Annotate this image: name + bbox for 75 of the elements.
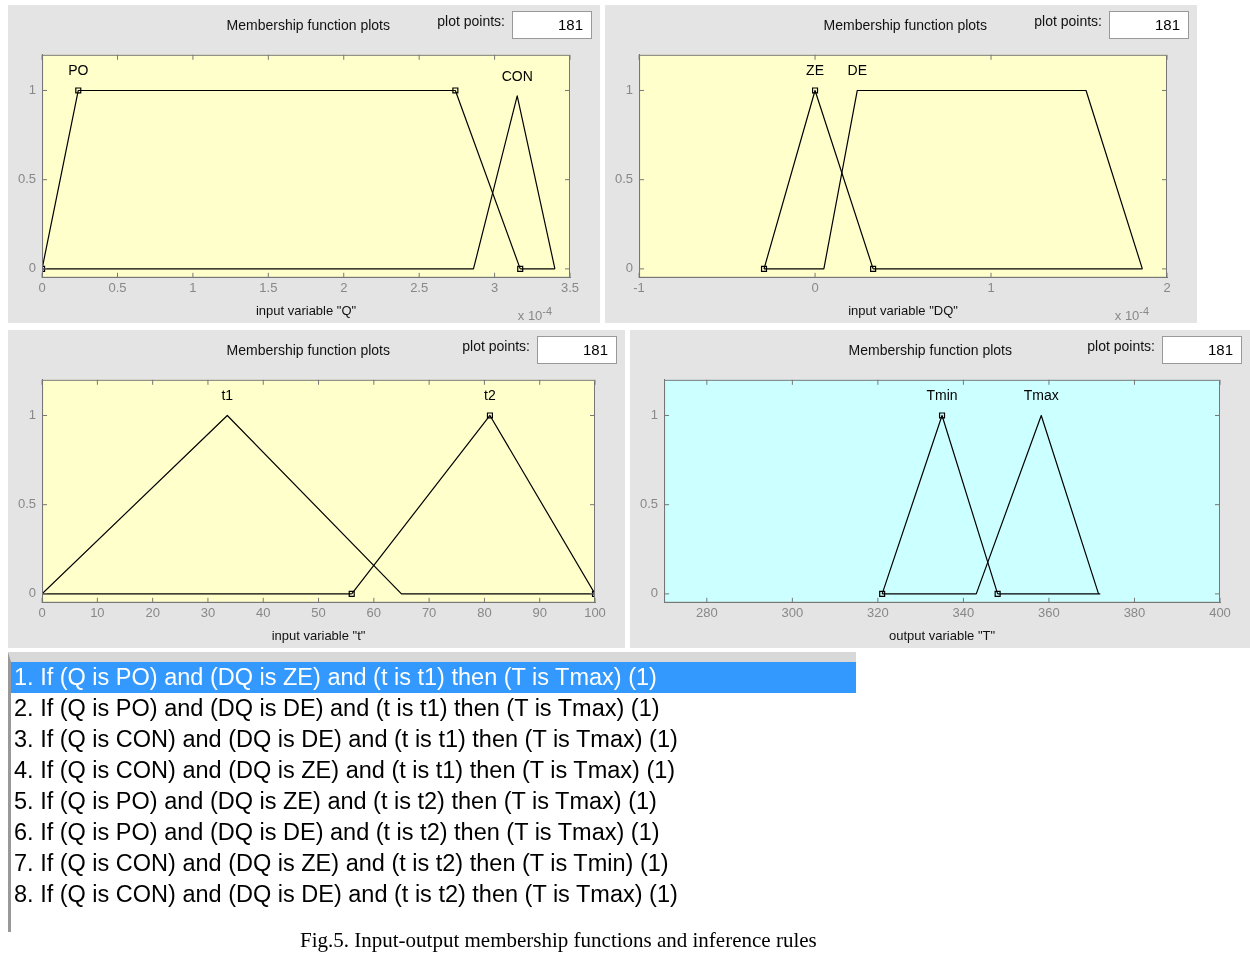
x-tick-label: 30: [200, 605, 216, 621]
text: x 10$^{-4}$: [517, 304, 552, 323]
x-tick-label: 100: [584, 605, 606, 621]
y-tick-label: 1: [625, 82, 634, 98]
x-tick-label: 340: [952, 605, 975, 621]
chart-title: Membership function plots: [226, 17, 390, 33]
series-label: ZE: [806, 62, 824, 79]
x-tick-label: 320: [867, 605, 889, 621]
x-tick-label: 280: [695, 605, 718, 621]
text: 4. If (Q is CON) and (DQ is ZE) and (t is t1) then (T is Tmax) (1): [13, 756, 677, 785]
x-tick-label: 20: [145, 605, 160, 621]
y-tick-label: 0.5: [614, 171, 634, 187]
y-tick-label: 1: [28, 82, 37, 98]
text: plot points:: [1087, 338, 1155, 354]
x-tick-label: 2.5: [410, 280, 429, 296]
x-axis-title: input variable "t": [271, 627, 366, 643]
chart-title: Membership function plots: [823, 17, 987, 33]
text: 181: [537, 336, 617, 364]
y-tick-label: 1: [650, 407, 659, 423]
y-tick-label: 0: [625, 260, 634, 276]
y-tick-label: 0.5: [639, 496, 659, 512]
x-axis-title: output variable "T": [889, 627, 996, 643]
text: plot points:: [437, 13, 505, 29]
text: plot points:: [462, 338, 530, 354]
y-tick-label: 0.5: [17, 496, 37, 512]
x-tick-label: -1: [633, 280, 645, 296]
x-tick-label: 3: [490, 280, 499, 296]
x-tick-label: 0.5: [108, 280, 127, 296]
x-tick-label: 70: [421, 605, 437, 621]
text: 5. If (Q is PO) and (DQ is ZE) and (t is t2) then (T is Tmax) (1): [13, 787, 658, 816]
text: plot points:: [1034, 13, 1102, 29]
x-tick-label: 40: [256, 605, 271, 621]
x-tick-label: 80: [477, 605, 492, 621]
x-tick-label: 400: [1209, 605, 1231, 621]
series-label: Tmin: [926, 387, 958, 404]
text: 8. If (Q is CON) and (DQ is DE) and (t is t2) then (T is Tmax) (1): [13, 880, 679, 909]
text: 7. If (Q is CON) and (DQ is ZE) and (t is t2) then (T is Tmin) (1): [13, 849, 670, 878]
series-label: CON: [501, 67, 533, 84]
x-tick-label: 2: [1163, 280, 1171, 296]
text: x 10$^{-4}$: [1114, 304, 1149, 323]
x-tick-label: 1: [987, 280, 995, 296]
text: 3. If (Q is CON) and (DQ is DE) and (t is t1) then (T is Tmax) (1): [13, 725, 679, 754]
x-tick-label: 0: [811, 280, 819, 296]
y-tick-label: 1: [28, 407, 37, 423]
x-tick-label: 50: [311, 605, 326, 621]
text: 1. If (Q is PO) and (DQ is ZE) and (t is t1) then (T is Tmax) (1): [11, 662, 856, 693]
x-tick-label: 2: [340, 280, 348, 296]
text: 2. If (Q is PO) and (DQ is DE) and (t is t1) then (T is Tmax) (1): [13, 694, 661, 723]
series-label: PO: [68, 62, 89, 79]
x-tick-label: 380: [1123, 605, 1146, 621]
x-axis-title: input variable "DQ": [848, 302, 959, 318]
x-tick-label: 360: [1038, 605, 1060, 621]
chart-title: Membership function plots: [226, 342, 390, 358]
series-label: t1: [221, 387, 234, 404]
x-tick-label: 10: [90, 605, 105, 621]
text: 181: [1109, 11, 1189, 39]
x-axis-title: input variable "Q": [255, 302, 357, 318]
x-tick-label: 90: [532, 605, 547, 621]
x-tick-label: 300: [781, 605, 804, 621]
y-tick-label: 0: [650, 585, 659, 601]
series-label: DE: [847, 62, 868, 79]
x-tick-label: 1: [189, 280, 197, 296]
chart-title: Membership function plots: [848, 342, 1012, 358]
y-tick-label: 0: [28, 585, 37, 601]
series-label: Tmax: [1023, 387, 1059, 404]
text: 181: [512, 11, 592, 39]
caption: Fig.5. Input-output membership functions and inference rules: [300, 928, 817, 953]
x-tick-label: 60: [366, 605, 382, 621]
series-label: t2: [484, 387, 496, 404]
y-tick-label: 0.5: [17, 171, 37, 187]
text: 6. If (Q is PO) and (DQ is DE) and (t is t2) then (T is Tmax) (1): [13, 818, 661, 847]
y-tick-label: 0: [28, 260, 37, 276]
x-tick-label: 1.5: [259, 280, 278, 296]
text: 181: [1162, 336, 1242, 364]
x-tick-label: 3.5: [560, 280, 580, 296]
